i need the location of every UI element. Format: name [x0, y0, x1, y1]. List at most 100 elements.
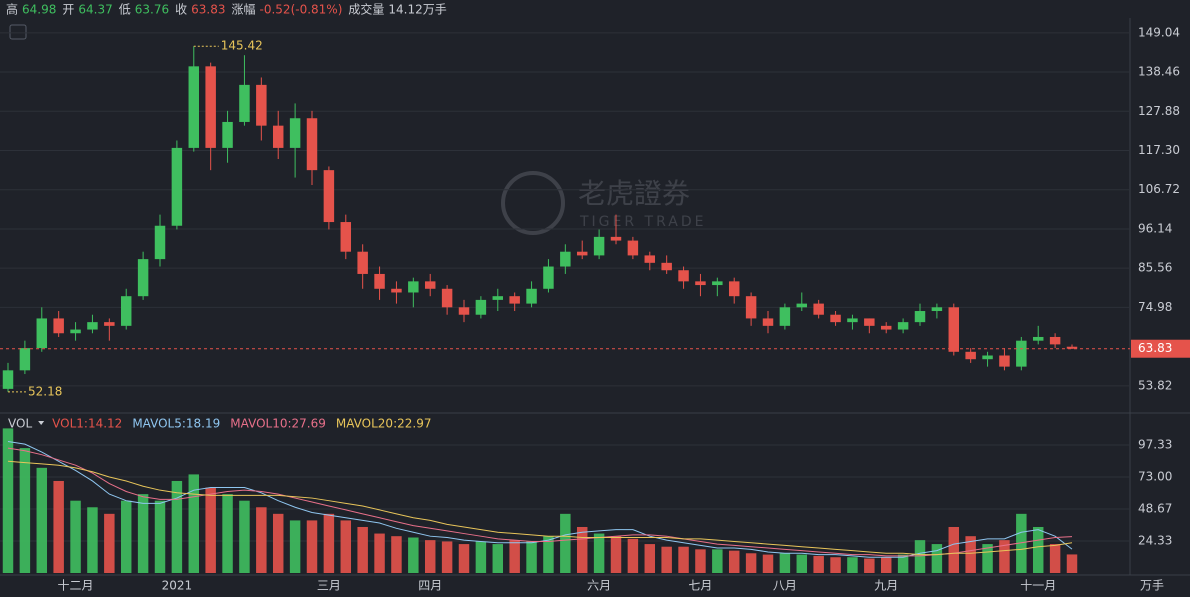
x-tick-label: 十一月: [1020, 579, 1056, 593]
volume-bar: [137, 494, 149, 573]
volume-bar: [864, 558, 875, 573]
volume-bar: [847, 557, 858, 573]
volume-bar: [728, 550, 740, 573]
header-label: 成交量: [348, 2, 384, 17]
candle-body: [644, 255, 656, 263]
candle-body: [222, 121, 233, 148]
candle-body: [745, 296, 757, 319]
candle-body: [188, 66, 200, 148]
volume-bar: [87, 507, 98, 573]
x-tick-label: 2021: [162, 579, 193, 593]
volume-bar: [830, 557, 841, 573]
candle-body: [914, 311, 926, 323]
candle-body: [593, 236, 605, 256]
candle-body: [475, 299, 487, 315]
y-tick-label: 117.30: [1138, 143, 1180, 157]
volume-bar: [154, 500, 166, 573]
candle-body: [847, 318, 858, 323]
volume-bar: [948, 526, 960, 573]
volume-bar: [745, 553, 757, 573]
candle-body: [424, 281, 436, 289]
volume-bar: [661, 546, 672, 573]
candle-body: [982, 355, 993, 360]
header-label: 收: [175, 3, 187, 17]
volume-bar: [19, 448, 31, 573]
volume-bar: [323, 513, 335, 573]
volume-bar: [560, 513, 571, 573]
candle-body: [36, 318, 48, 349]
y-tick-label: 85.56: [1138, 261, 1172, 275]
candle-body: [137, 259, 149, 297]
y-tick-label: 97.33: [1138, 438, 1172, 452]
ma-line: [7, 447, 1073, 557]
candle-body: [1016, 340, 1027, 367]
legend-entry: MAVOL20:22.97: [336, 417, 432, 431]
min-label: 52.18: [28, 384, 62, 398]
candle-body: [357, 251, 368, 274]
header-label: 低: [119, 3, 131, 17]
legend-entry: MAVOL5:18.19: [132, 417, 220, 431]
candle-body: [205, 66, 216, 148]
candle-body: [948, 307, 960, 352]
candle-body: [526, 288, 537, 304]
volume-bar: [53, 480, 64, 573]
volume-bar: [576, 526, 588, 573]
y-tick-label: 96.14: [1138, 221, 1172, 235]
candle-body: [999, 355, 1010, 367]
y-tick-label: 106.72: [1138, 182, 1180, 196]
header-value: 63.76: [135, 3, 169, 17]
candle-body: [374, 273, 385, 289]
candle-body: [610, 236, 622, 241]
y-tick-label: 48.67: [1138, 502, 1172, 516]
volume-bar: [999, 540, 1010, 573]
candle-body: [779, 307, 791, 326]
volume-bar: [104, 513, 115, 573]
volume-bar: [408, 537, 419, 573]
volume-bar: [222, 494, 233, 573]
candle-body: [171, 147, 183, 226]
volume-bar: [779, 553, 791, 573]
y-tick-label: 127.88: [1138, 104, 1180, 118]
candle-body: [323, 170, 335, 223]
header-value: 64.98: [22, 3, 56, 17]
y-tick-label: 24.33: [1138, 534, 1172, 548]
candle-body: [120, 296, 132, 326]
settings-icon[interactable]: [9, 24, 27, 40]
volume-bar: [695, 549, 706, 573]
volume-bar: [678, 546, 689, 573]
x-tick-label: 十二月: [58, 579, 94, 593]
legend-entry: VOL1:14.12: [52, 417, 122, 431]
legend-title: VOL: [8, 417, 32, 431]
volume-bar: [272, 513, 284, 573]
volume-bar: [931, 544, 943, 573]
volume-bar: [509, 540, 520, 573]
candle-body: [627, 240, 639, 256]
candle-body: [2, 370, 14, 389]
volume-bar: [340, 520, 352, 573]
legend-entry: MAVOL10:27.69: [230, 417, 326, 431]
candle-body: [104, 322, 115, 326]
candle-body: [897, 322, 909, 330]
volume-bar: [813, 555, 824, 573]
volume-bar: [627, 538, 639, 573]
volume-bar: [256, 507, 267, 573]
candle-body: [1032, 336, 1044, 341]
candle-body: [70, 329, 81, 334]
y-tick-label: 53.82: [1138, 378, 1172, 392]
candle-body: [492, 296, 504, 300]
volume-bar: [239, 500, 250, 573]
candle-body: [1066, 346, 1078, 349]
candle-body: [728, 281, 740, 297]
candle-body: [864, 318, 875, 326]
volume-bar: [914, 540, 926, 573]
watermark-text: 老虎證券: [578, 177, 690, 210]
volume-bar: [205, 487, 216, 573]
volume-bar: [1049, 544, 1061, 573]
volume-bar: [391, 536, 402, 573]
candle-body: [87, 322, 98, 330]
volume-bar: [644, 544, 656, 573]
candle-body: [154, 225, 166, 260]
candle-body: [391, 288, 402, 293]
